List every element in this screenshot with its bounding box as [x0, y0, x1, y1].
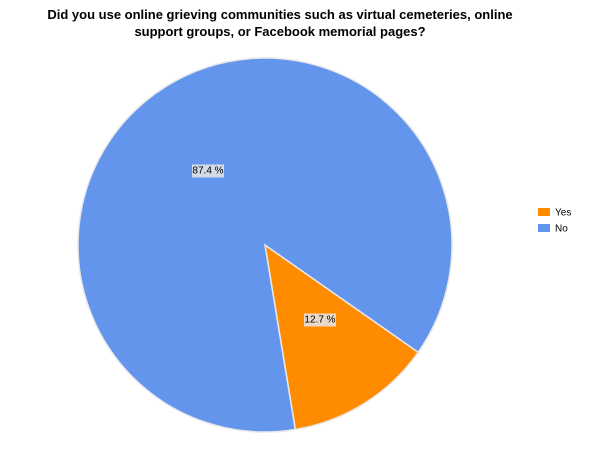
legend-label: Yes: [555, 208, 571, 219]
legend-item-no: No: [538, 224, 568, 235]
legend: Yes No: [538, 208, 571, 235]
slice-label-text: 87.4 %: [192, 166, 223, 177]
slice-label-box: [304, 313, 336, 327]
pie-slice-yes: [263, 243, 420, 431]
pie-slices: [77, 57, 453, 433]
slice-labels: 12.7 % 87.4 %: [192, 164, 336, 327]
slice-label-yes: 12.7 %: [304, 313, 336, 327]
legend-swatch: [538, 208, 550, 216]
slice-label-no: 87.4 %: [192, 164, 224, 178]
legend-label: No: [555, 224, 568, 235]
pie-slice-no: [77, 57, 453, 433]
legend-swatch: [538, 224, 550, 232]
slice-label-box: [192, 164, 224, 178]
slice-label-text: 12.7 %: [304, 315, 335, 326]
chart-title: Did you use online grieving communities …: [47, 7, 513, 39]
legend-item-yes: Yes: [538, 208, 571, 219]
